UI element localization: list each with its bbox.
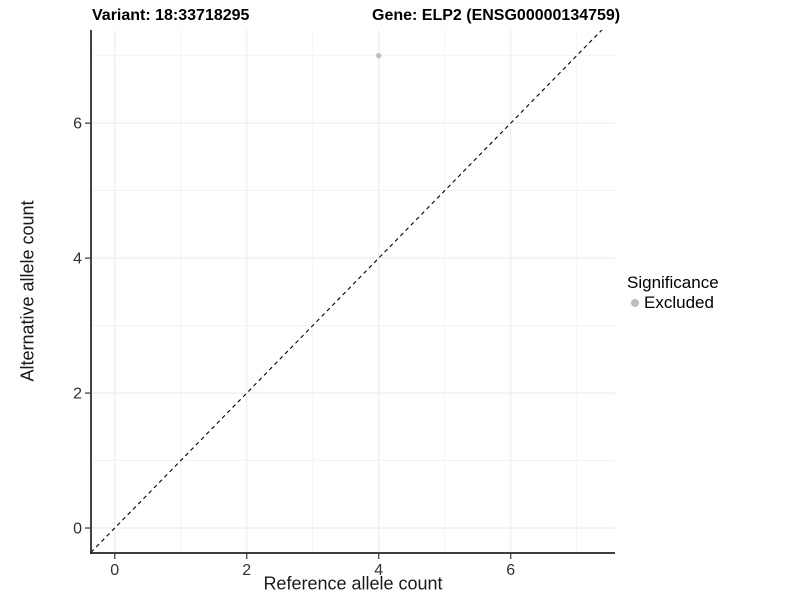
data-point	[376, 52, 382, 59]
legend-entry-excluded: Excluded	[627, 293, 719, 312]
x-tick-label: 4	[374, 562, 383, 579]
x-tick-label: 0	[110, 562, 119, 579]
legend: Significance Excluded	[627, 273, 719, 312]
y-axis-title: Alternative allele count	[17, 200, 38, 382]
y-tick-label: 0	[73, 521, 82, 538]
plot-title-variant: Variant: 18:33718295	[92, 7, 250, 24]
y-tick-label: 6	[73, 116, 82, 133]
excluded-point-icon	[631, 298, 639, 307]
x-tick-label: 6	[506, 562, 515, 579]
x-tick-label: 2	[242, 562, 251, 579]
x-axis-title: Reference allele count	[263, 573, 443, 594]
plot-title-gene: Gene: ELP2 (ENSG00000134759)	[372, 7, 621, 24]
legend-entry-label: Excluded	[644, 292, 714, 312]
legend-title: Significance	[627, 273, 719, 292]
identity-line	[91, 30, 603, 553]
y-tick-label: 2	[73, 386, 82, 403]
y-tick-label: 4	[73, 251, 82, 268]
